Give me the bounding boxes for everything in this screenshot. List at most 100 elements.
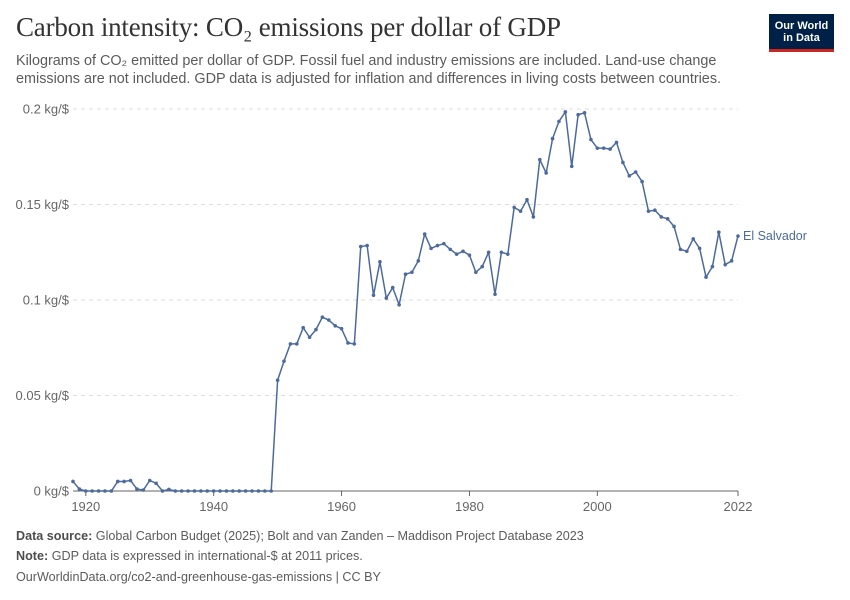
data-point — [205, 489, 210, 493]
data-point — [122, 479, 126, 484]
data-point — [461, 249, 465, 254]
data-point — [186, 489, 190, 493]
data-point — [448, 247, 453, 252]
data-point — [256, 489, 261, 493]
data-point — [218, 489, 222, 493]
data-point — [653, 208, 657, 213]
series-el-salvador: El Salvador — [71, 110, 807, 493]
data-point — [550, 136, 555, 141]
data-point — [595, 146, 600, 150]
data-point — [506, 252, 510, 256]
data-point — [378, 260, 382, 264]
note-text: GDP data is expressed in international-$… — [51, 549, 363, 563]
data-point — [646, 209, 651, 213]
data-point — [263, 489, 267, 493]
data-point — [582, 111, 587, 115]
data-point — [499, 250, 504, 255]
data-point — [512, 205, 517, 210]
data-point — [250, 489, 254, 493]
data-point — [384, 296, 389, 300]
data-point — [320, 315, 325, 319]
data-point — [537, 157, 542, 162]
data-point — [659, 215, 664, 219]
data-point — [333, 323, 337, 328]
source-label: Data source: — [16, 529, 93, 543]
data-point — [486, 250, 491, 255]
data-point — [608, 147, 612, 151]
data-point — [224, 489, 229, 493]
y-tick-label: 0.1 kg/$ — [23, 293, 70, 308]
data-point — [199, 489, 203, 493]
data-point — [544, 171, 548, 175]
data-point — [678, 247, 683, 252]
data-point — [231, 489, 235, 493]
data-point — [128, 478, 133, 483]
footer-url[interactable]: OurWorldinData.org/co2-and-greenhouse-ga… — [16, 570, 381, 584]
data-point — [480, 264, 485, 269]
data-point — [275, 378, 280, 383]
data-point — [352, 342, 357, 346]
data-point — [474, 270, 478, 275]
data-point — [301, 325, 305, 330]
data-point — [557, 119, 561, 124]
data-point — [723, 262, 728, 267]
data-point — [691, 237, 696, 241]
data-point — [339, 326, 344, 331]
y-tick-label: 0.15 kg/$ — [16, 197, 70, 212]
data-point — [282, 359, 286, 363]
data-point — [442, 241, 446, 246]
data-point — [326, 318, 331, 322]
data-point — [672, 224, 676, 229]
data-point — [704, 275, 708, 279]
data-point — [288, 342, 293, 346]
data-point — [627, 174, 632, 178]
data-point — [141, 488, 146, 492]
data-point — [237, 489, 242, 493]
data-point — [77, 487, 82, 491]
x-tick-label: 2022 — [724, 499, 753, 514]
data-point — [358, 244, 363, 249]
data-point — [569, 164, 574, 169]
x-tick-label: 2000 — [583, 499, 612, 514]
data-point — [167, 487, 171, 492]
data-point — [103, 489, 107, 493]
data-point — [154, 481, 158, 486]
data-point — [729, 259, 734, 263]
logo-line-2: in Data — [783, 32, 820, 44]
data-point — [403, 272, 408, 277]
data-point — [269, 489, 274, 493]
footer-source: Data source: Global Carbon Budget (2025)… — [16, 529, 584, 543]
data-point — [135, 487, 139, 491]
data-point — [493, 292, 497, 297]
data-point — [365, 243, 369, 248]
data-point — [83, 489, 88, 493]
footer-note: Note: GDP data is expressed in internati… — [16, 549, 363, 563]
data-point — [685, 249, 689, 254]
data-point — [115, 479, 120, 484]
data-point — [467, 253, 472, 257]
data-point — [435, 243, 440, 248]
data-point — [518, 209, 523, 213]
x-tick-label: 1960 — [327, 499, 356, 514]
data-point — [96, 489, 101, 493]
data-point — [563, 110, 568, 114]
data-point — [147, 478, 152, 483]
data-point — [314, 327, 318, 332]
x-tick-label: 1920 — [71, 499, 100, 514]
data-point — [640, 179, 644, 184]
data-point — [109, 489, 114, 493]
logo-line-1: Our World — [774, 20, 829, 32]
data-point — [429, 246, 433, 251]
data-point — [422, 232, 427, 236]
x-axis: 1920 1940 1960 1980 2000 2022 — [71, 490, 753, 514]
data-point — [397, 302, 401, 307]
y-axis-tick-labels: 0 kg/$ 0.05 kg/$ 0.1 kg/$ 0.15 kg/$ 0.2 kg/$ — [16, 102, 70, 499]
owid-logo[interactable]: Our World in Data — [769, 14, 834, 52]
data-point — [525, 197, 529, 202]
data-point — [621, 160, 625, 165]
data-point — [192, 489, 197, 493]
note-label: Note: — [16, 549, 49, 563]
data-point — [717, 230, 721, 234]
data-point — [346, 341, 350, 345]
data-point — [307, 335, 312, 340]
